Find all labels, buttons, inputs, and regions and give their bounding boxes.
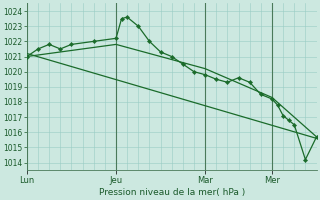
X-axis label: Pression niveau de la mer( hPa ): Pression niveau de la mer( hPa ) [99,188,245,197]
